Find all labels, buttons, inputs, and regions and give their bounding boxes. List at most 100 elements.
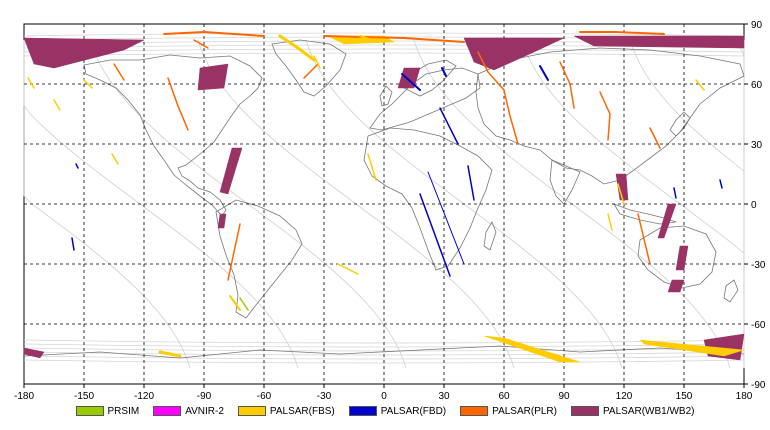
coastline-japan	[669, 111, 691, 137]
observation-swath-layer	[23, 30, 745, 363]
observation-swath	[675, 245, 689, 271]
axis-tick-layer: -180 -150 -120 -90 -60 -30 0 30 60 90 120 150 180 90 6…	[14, 20, 766, 400]
observation-swath	[667, 279, 685, 293]
legend-swatch	[570, 406, 599, 416]
lon-tick-label: 180	[736, 391, 753, 400]
orbit-track	[23, 52, 745, 57]
observation-swath	[27, 77, 35, 89]
observation-swath	[163, 30, 265, 37]
observation-swath	[53, 99, 61, 111]
observation-swath	[607, 213, 613, 231]
observation-swath	[23, 347, 45, 359]
observation-swath	[239, 297, 249, 311]
coastline-layer	[23, 39, 745, 359]
legend-item: PALSAR(FBD)	[348, 406, 446, 417]
legend-label: PRSIM	[107, 405, 140, 417]
coastline-madagascar	[483, 221, 497, 251]
observation-swath	[615, 173, 629, 201]
legend-item: PALSAR(WB1/WB2)	[570, 405, 695, 417]
coastline-india	[549, 159, 581, 205]
observation-swath	[579, 31, 665, 35]
observation-swath	[83, 79, 93, 89]
observation-swath	[539, 65, 549, 81]
lon-tick-label: -30	[317, 391, 332, 400]
observation-swath	[637, 213, 651, 265]
map-legend: PRSIM AVNIR-2 PALSAR(FBS) PALSAR(FBD) PALSAR…	[0, 402, 770, 420]
observation-swath	[639, 339, 745, 357]
observation-swath	[483, 335, 581, 363]
observation-swath	[217, 213, 227, 229]
observation-swath	[337, 263, 359, 275]
legend-swatch	[75, 406, 104, 416]
lat-tick-label: -60	[751, 320, 766, 331]
observation-swath	[599, 91, 611, 141]
observation-swath	[397, 67, 421, 89]
observation-swath	[649, 127, 661, 149]
legend-swatch	[460, 406, 489, 416]
observation-swath	[657, 203, 677, 239]
coastline-north-america	[83, 54, 263, 217]
graticule-layer	[24, 24, 744, 384]
observation-swath	[719, 179, 723, 189]
observation-swath	[419, 193, 451, 277]
lat-tick-label: 30	[751, 140, 763, 151]
observation-swath	[303, 63, 319, 79]
coastline-uk	[379, 85, 393, 107]
observation-swath	[219, 147, 243, 195]
lat-tick-label: 60	[751, 80, 763, 91]
observation-swath	[227, 223, 241, 281]
observation-swath	[229, 295, 241, 311]
observation-swath	[167, 77, 189, 131]
orbit-track	[23, 355, 745, 360]
lon-tick-label: -180	[14, 391, 34, 400]
observation-swath	[359, 35, 379, 43]
observation-swath	[467, 165, 475, 201]
observation-swath	[23, 37, 145, 69]
observation-swath	[477, 51, 519, 145]
coastline-australia	[637, 225, 717, 289]
observation-swath	[401, 73, 421, 91]
lon-tick-label: 150	[676, 391, 693, 400]
observation-swath	[617, 183, 625, 205]
lon-tick-label: -120	[134, 391, 154, 400]
legend-label: AVNIR-2	[185, 405, 224, 417]
observation-swath	[463, 37, 565, 71]
lon-tick-label: 30	[438, 391, 450, 400]
lon-tick-label: 0	[381, 391, 387, 400]
world-map: -180 -150 -120 -90 -60 -30 0 30 60 90 120 150 180 90 6…	[14, 20, 766, 400]
lon-tick-label: 60	[498, 391, 510, 400]
coastline-south-america	[215, 199, 303, 319]
lon-tick-label: 90	[558, 391, 570, 400]
lat-tick-label: -30	[751, 260, 766, 271]
legend-swatch	[153, 406, 182, 416]
lon-tick-label: -90	[197, 391, 212, 400]
observation-swath	[193, 39, 209, 49]
observation-swath	[367, 153, 377, 181]
orbit-track	[23, 343, 745, 348]
observation-swath	[75, 163, 79, 169]
coastline-new-zealand	[723, 279, 739, 303]
lon-tick-label: -150	[74, 391, 94, 400]
legend-item: PRSIM	[75, 405, 140, 417]
coastline-europe	[369, 67, 481, 131]
observation-swath	[111, 153, 119, 165]
legend-label: PALSAR(WB1/WB2)	[602, 405, 695, 417]
coastline-indonesia	[613, 203, 677, 225]
observation-swath	[71, 237, 75, 251]
coastline-antarctica	[23, 345, 745, 359]
observation-swath	[573, 35, 745, 49]
legend-label: PALSAR(PLR)	[492, 405, 557, 417]
observation-swath	[427, 171, 465, 265]
observation-swath	[113, 63, 125, 81]
legend-label: PALSAR(FBS)	[269, 405, 335, 417]
observation-swath	[323, 35, 465, 43]
observation-swath	[441, 67, 447, 77]
observation-swath	[439, 107, 459, 145]
orbit-track	[23, 32, 745, 37]
legend-swatch	[237, 406, 266, 416]
lon-tick-label: 120	[616, 391, 633, 400]
coastline-asia	[475, 47, 745, 185]
observation-swath	[313, 55, 321, 69]
observation-swath	[559, 61, 575, 109]
legend-item: PALSAR(PLR)	[460, 406, 557, 417]
